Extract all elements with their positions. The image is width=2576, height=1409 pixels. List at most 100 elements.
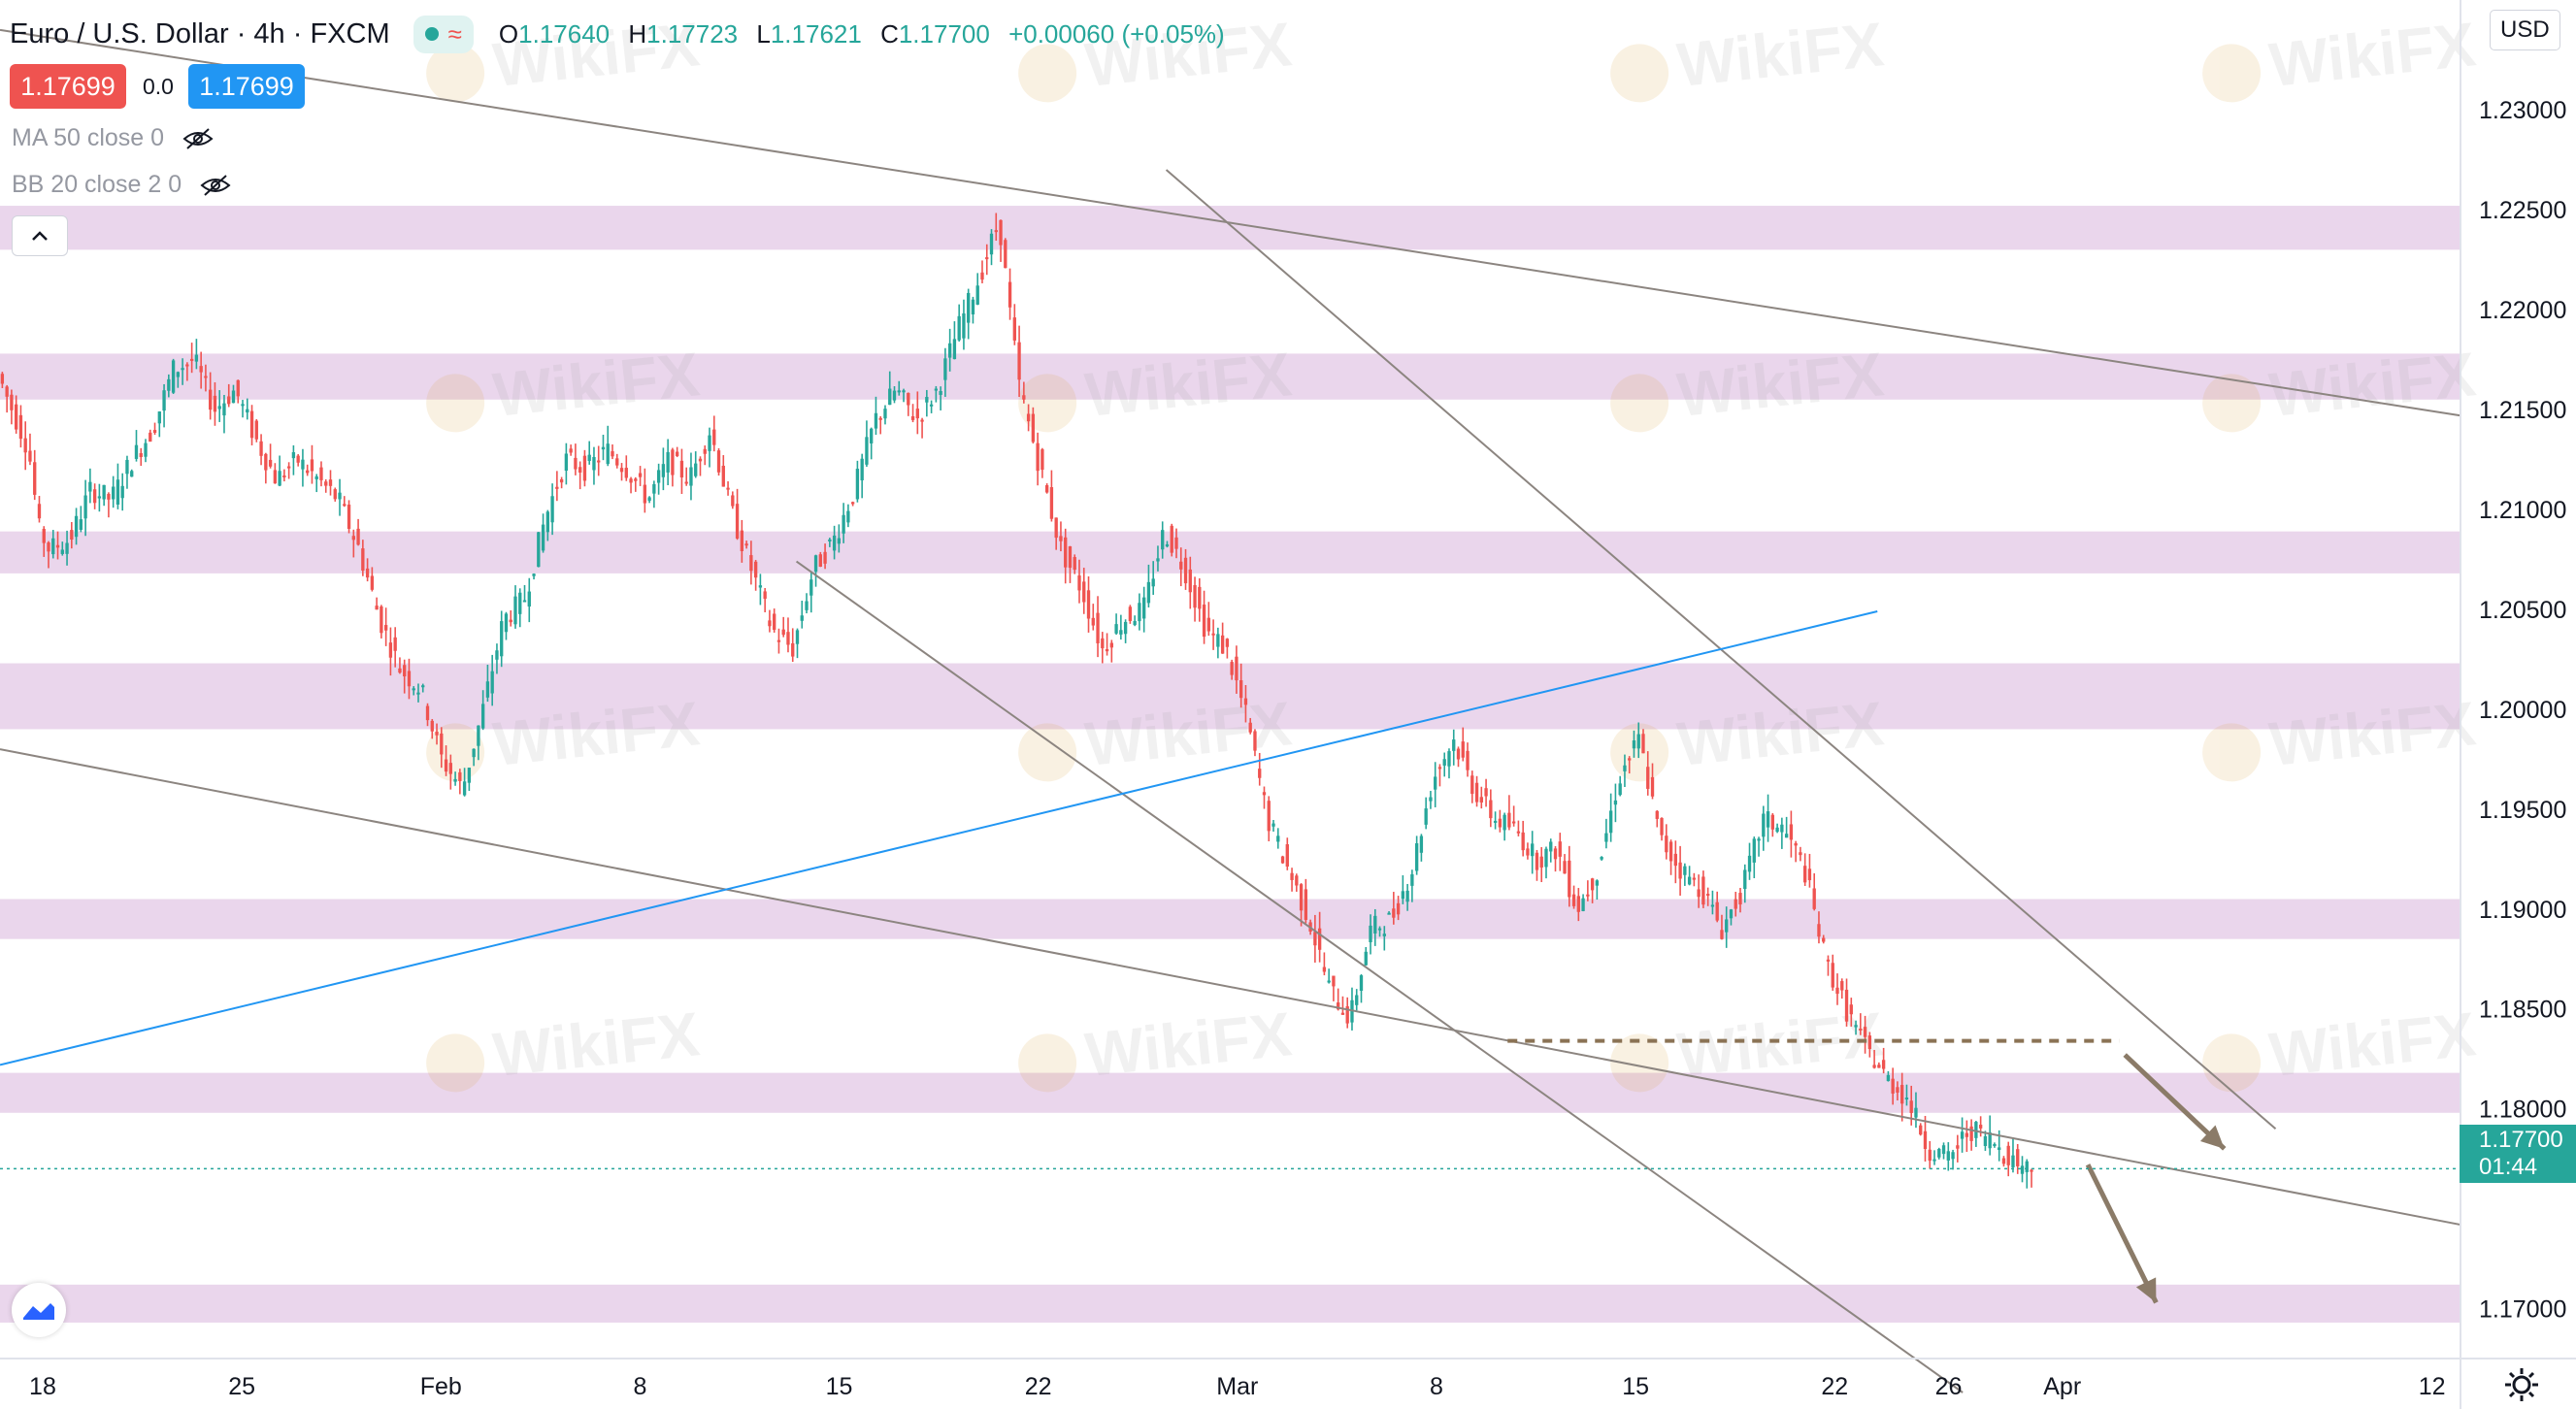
eye-hidden-icon[interactable] [182,127,215,150]
candle [495,643,499,674]
candle-body [582,455,587,481]
candle [500,610,504,668]
candle [92,483,97,509]
tradingview-logo-button[interactable] [12,1283,66,1337]
candle [1165,541,1170,548]
bar-countdown: 01:44 [2479,1154,2538,1180]
watermark-text: WikiFX [1674,9,1887,100]
candle-body [643,484,647,504]
candle [1262,786,1267,809]
candle [1419,834,1424,862]
candle [1243,684,1248,723]
candle-body [1877,1065,1881,1068]
candle-body [2030,1169,2033,1172]
candle-body [79,519,83,530]
candle [70,521,74,549]
price-tick-label: 1.22500 [2479,197,2566,224]
candle-body [1946,1151,1950,1161]
candle-body [1285,844,1289,867]
candle [1673,840,1677,884]
candle [994,213,998,242]
candle-body [1988,1131,1992,1149]
candle [1983,1130,1988,1151]
sell-button[interactable]: 1.17699 [10,64,126,109]
candle-body [910,415,915,420]
candle-body [1692,877,1697,880]
collapse-legend-button[interactable] [12,215,68,256]
candle [1891,1067,1895,1105]
candle-body [282,475,286,478]
candle [1646,751,1650,796]
time-tick-label: 8 [1430,1373,1443,1400]
candle [453,771,457,786]
candle-body [144,442,148,457]
candle-body [1608,810,1613,834]
candle [2030,1168,2033,1188]
candle-body [537,532,541,568]
market-status-pill[interactable]: ≈ [413,15,474,53]
candle [703,445,707,466]
symbol-title[interactable]: Euro / U.S. Dollar · 4h · FXCM [10,18,390,50]
candle [1535,849,1539,881]
candle [1456,746,1461,768]
candle [1941,1142,1946,1160]
ohlc-values: O1.17640 H1.17723 L1.17621 C1.17700 +0.0… [499,19,1237,49]
trendline [0,610,1878,1066]
candle-body [1101,638,1105,649]
candle-body [1377,928,1382,931]
candle-body [962,312,966,339]
candle [828,538,832,547]
candle-body [1290,872,1294,880]
candle-body [1243,698,1248,705]
watermark-text: WikiFX [490,339,703,430]
candle [1516,820,1521,836]
candle [74,508,79,545]
candle-body [23,438,27,453]
candle-body [194,354,199,362]
candle [1951,1149,1955,1170]
watermark-logo: WikiFX [1610,9,1887,103]
watermark-icon [1610,723,1669,782]
candle [1198,577,1202,622]
candle [421,683,425,693]
candle-body [1128,606,1133,621]
candle [1068,545,1073,583]
eye-hidden-icon[interactable] [199,174,232,197]
candle-body [842,514,845,534]
candle [689,452,693,501]
candle-body [1928,1149,1932,1162]
candle-body [425,705,430,721]
watermark-text: WikiFX [2266,339,2479,430]
watermark-logo: WikiFX [1018,339,1295,433]
buy-button[interactable]: 1.17699 [188,64,305,109]
candle-body [1248,722,1252,733]
candle [652,480,656,508]
candle [231,384,236,404]
candle [79,506,83,533]
currency-selector[interactable]: USD [2490,10,2560,50]
indicator-bb[interactable]: BB 20 close 2 0 [12,171,232,199]
candle-body [1849,1004,1853,1015]
change-value: +0.00060 (+0.05%) [1008,18,1225,49]
candle-body [740,530,744,551]
candle-body [1419,836,1424,853]
high-value: 1.17723 [646,18,739,49]
candle [134,430,139,462]
price-tick-label: 1.18500 [2479,997,2566,1024]
candle-body [1859,1028,1863,1031]
interval-label[interactable]: 4h [253,17,285,49]
candle-body [892,390,897,401]
candle-body [1641,734,1645,754]
candle-body [1734,899,1737,909]
indicator-ma[interactable]: MA 50 close 0 [12,124,215,152]
candle-body [1355,995,1359,1005]
candle-body [776,639,781,642]
candle-body [1054,517,1058,539]
candle-body [1123,621,1128,635]
candle [1304,878,1308,924]
gear-icon[interactable] [2502,1365,2541,1404]
candle-body [611,451,614,457]
candle-body [462,781,467,796]
